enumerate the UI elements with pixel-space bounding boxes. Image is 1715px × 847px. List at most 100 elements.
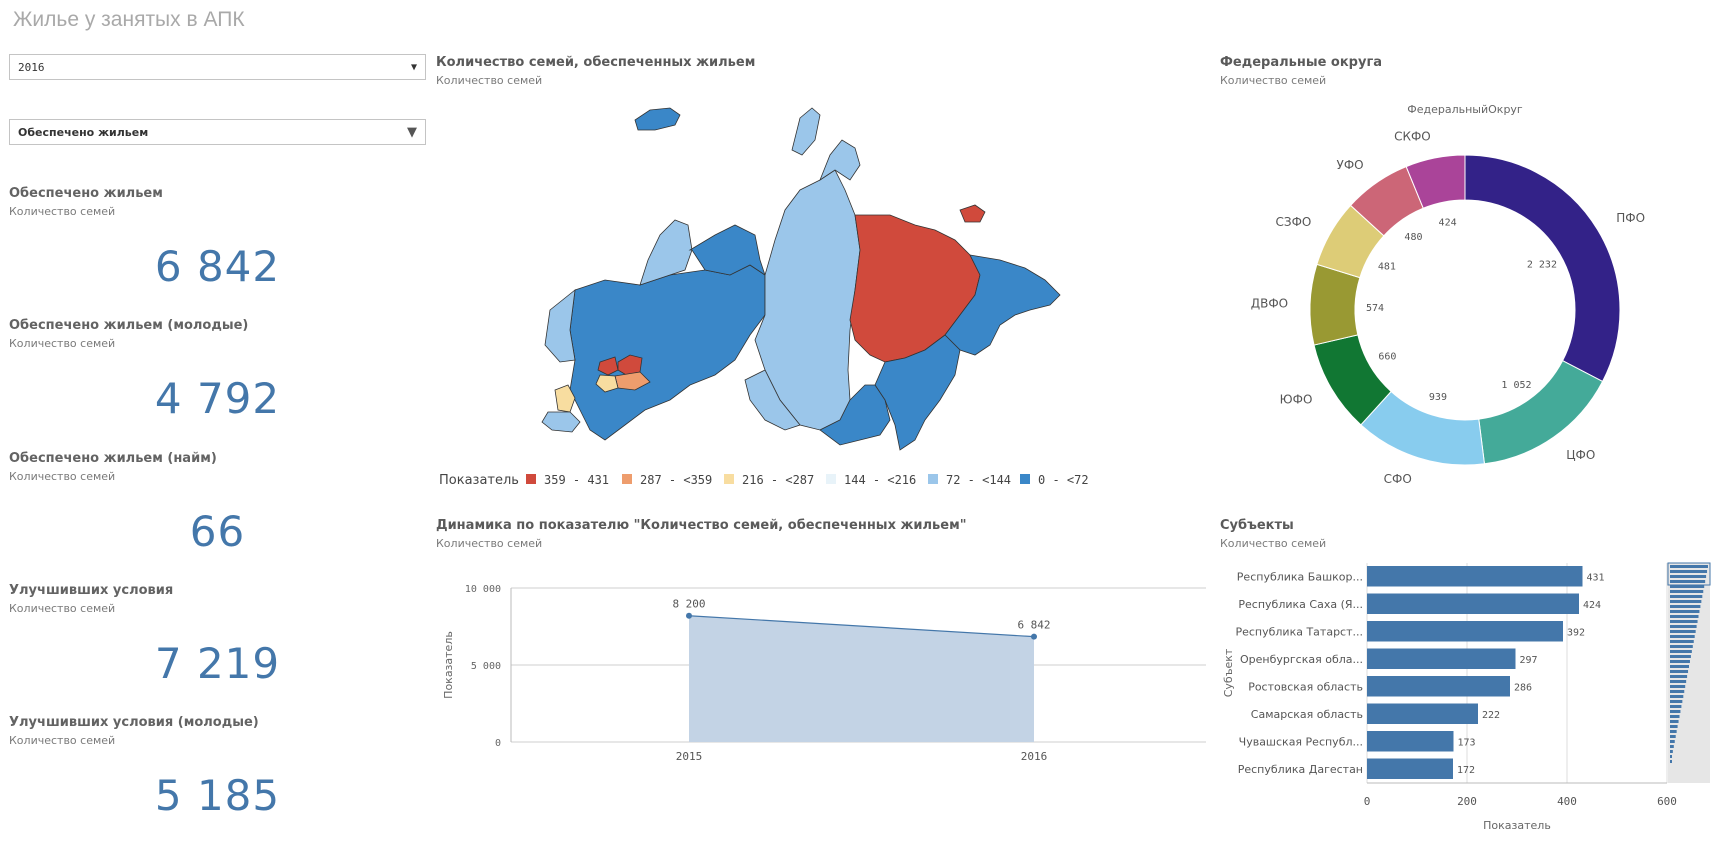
legend-swatch[interactable] <box>622 474 632 484</box>
donut-dimension-label: ФедеральныйОкруг <box>1407 103 1523 116</box>
y-axis-label: Показатель <box>442 631 455 699</box>
year-select[interactable]: 2016 ▼ <box>9 54 426 80</box>
x-tick-label: 2015 <box>676 750 703 763</box>
map-region-taymyr[interactable] <box>819 139 861 182</box>
bar-category-label: Ростовская область <box>1248 680 1363 693</box>
legend-label: 0 - <72 <box>1038 473 1089 487</box>
donut-slice[interactable] <box>1309 263 1361 346</box>
donut-title: Федеральные округа <box>1220 55 1383 70</box>
bar[interactable] <box>1367 566 1583 587</box>
map-region-khabarovsk[interactable] <box>874 334 961 451</box>
kpi-value[interactable]: 4 792 <box>154 374 281 423</box>
donut-subtitle: Количество семей <box>1220 74 1327 87</box>
legend-swatch[interactable] <box>1020 474 1030 484</box>
bar-value-label: 431 <box>1587 572 1605 583</box>
map-region-samara[interactable] <box>595 374 619 393</box>
kpi-title: Улучшивших условия (молодые) <box>9 715 259 730</box>
map-region-tatarstan[interactable] <box>597 356 619 376</box>
indicator-select-value: Обеспечено жильем <box>18 125 149 139</box>
data-label: 8 200 <box>672 598 705 611</box>
bar-category-label: Республика Башкор... <box>1237 570 1363 583</box>
y-axis-label: Субъект <box>1222 648 1235 697</box>
line-chart[interactable]: Показатель 0 5 000 10 000 8 200 2015 6 842 2016 <box>436 570 1216 770</box>
scrollbar-thumb[interactable] <box>1667 562 1711 586</box>
bar-category-label: Республика Дагестан <box>1238 763 1363 776</box>
legend-swatch[interactable] <box>526 474 536 484</box>
map-region-komi[interactable] <box>688 224 766 276</box>
kpi-value[interactable]: 7 219 <box>154 639 281 688</box>
donut-value-label: 481 <box>1378 261 1396 272</box>
bar[interactable] <box>1367 648 1516 670</box>
kpi-title: Обеспечено жильем (молодые) <box>9 318 249 333</box>
indicator-select[interactable]: Обеспечено жильем ▼ <box>9 119 426 145</box>
area-fill <box>689 615 1034 742</box>
map-subtitle: Количество семей <box>436 74 543 87</box>
donut-value-label: 480 <box>1404 232 1422 243</box>
legend-title: Показатель <box>439 473 519 488</box>
legend-label: 216 - <287 <box>742 473 814 487</box>
bar[interactable] <box>1367 621 1563 642</box>
kpi-title: Обеспечено жильем <box>9 186 163 201</box>
map-region-wrangel[interactable] <box>959 204 986 223</box>
bar-value-label: 297 <box>1520 655 1538 666</box>
legend-label: 72 - <144 <box>946 473 1011 487</box>
kpi-subtitle: Количество семей <box>9 602 116 615</box>
bar[interactable] <box>1367 703 1478 725</box>
bar-category-label: Республика Татарст... <box>1235 625 1363 638</box>
bar[interactable] <box>1367 758 1453 780</box>
bar-chart[interactable]: 0 200 400 600 431 Республика Башкор... 424 Респ… <box>1220 555 1715 845</box>
map-legend: Показатель 359 - 431 287 - <359 216 - <287… <box>439 473 1089 488</box>
kpi-subtitle: Количество семей <box>9 205 116 218</box>
donut-category-label: СКФО <box>1394 129 1431 143</box>
chevron-down-icon[interactable]: ▼ <box>410 61 417 73</box>
bar-category-label: Самарская область <box>1251 708 1363 721</box>
bar-value-label: 424 <box>1583 600 1601 611</box>
donut-value-label: 1 052 <box>1501 380 1531 391</box>
map-region-west[interactable] <box>569 264 766 441</box>
map-region-novaya-zemlya[interactable] <box>791 107 821 156</box>
bar[interactable] <box>1367 676 1510 697</box>
donut-value-label: 660 <box>1378 352 1396 363</box>
chevron-down-icon[interactable]: ▼ <box>407 124 417 140</box>
kpi-subtitle: Количество семей <box>9 734 116 747</box>
legend-label: 359 - 431 <box>544 473 609 487</box>
bar-value-label: 392 <box>1567 627 1585 638</box>
legend-swatch[interactable] <box>724 474 734 484</box>
map-region-chukotka[interactable] <box>944 254 1061 356</box>
donut-slice[interactable] <box>1405 154 1466 209</box>
bar[interactable] <box>1367 731 1454 752</box>
map-region-caucasus[interactable] <box>541 411 581 433</box>
map-region-tomsk[interactable] <box>744 369 801 431</box>
donut-chart[interactable]: ПФО 2 232 ЦФО 1 052 СФО 939 ЮФО 660 ДВФО 574 СЗФО 4… <box>1220 120 1710 490</box>
bar-value-label: 173 <box>1458 737 1476 748</box>
data-label: 6 842 <box>1017 619 1050 632</box>
kpi-subtitle: Количество семей <box>9 470 116 483</box>
map-region-rostov[interactable] <box>554 384 576 413</box>
donut-category-label: ПФО <box>1616 211 1645 225</box>
map-region-karelia[interactable] <box>639 219 693 286</box>
donut-slice[interactable] <box>1464 154 1621 383</box>
bar-scrollbar[interactable] <box>1667 562 1711 783</box>
russia-map[interactable] <box>530 100 1150 470</box>
bar[interactable] <box>1367 593 1579 615</box>
donut-category-label: УФО <box>1337 158 1364 172</box>
kpi-value[interactable]: 5 185 <box>154 771 281 820</box>
legend-label: 144 - <216 <box>844 473 916 487</box>
legend-swatch[interactable] <box>826 474 836 484</box>
legend-swatch[interactable] <box>928 474 938 484</box>
donut-category-label: СФО <box>1384 472 1412 486</box>
year-select-value: 2016 <box>18 60 45 74</box>
map-region-islands[interactable] <box>634 107 681 131</box>
x-tick-label: 0 <box>1364 795 1371 808</box>
data-point[interactable] <box>1031 633 1037 640</box>
legend-label: 287 - <359 <box>640 473 712 487</box>
map-region-irkutsk[interactable] <box>819 384 891 446</box>
kpi-value[interactable]: 66 <box>189 507 246 556</box>
kpi-value[interactable]: 6 842 <box>154 242 281 291</box>
donut-category-label: ЦФО <box>1566 448 1595 462</box>
donut-value-label: 424 <box>1439 218 1457 229</box>
bar-category-label: Республика Саха (Я... <box>1238 598 1363 611</box>
map-region-central[interactable] <box>544 289 576 363</box>
data-point[interactable] <box>686 612 692 619</box>
x-tick-label: 2016 <box>1021 750 1048 763</box>
